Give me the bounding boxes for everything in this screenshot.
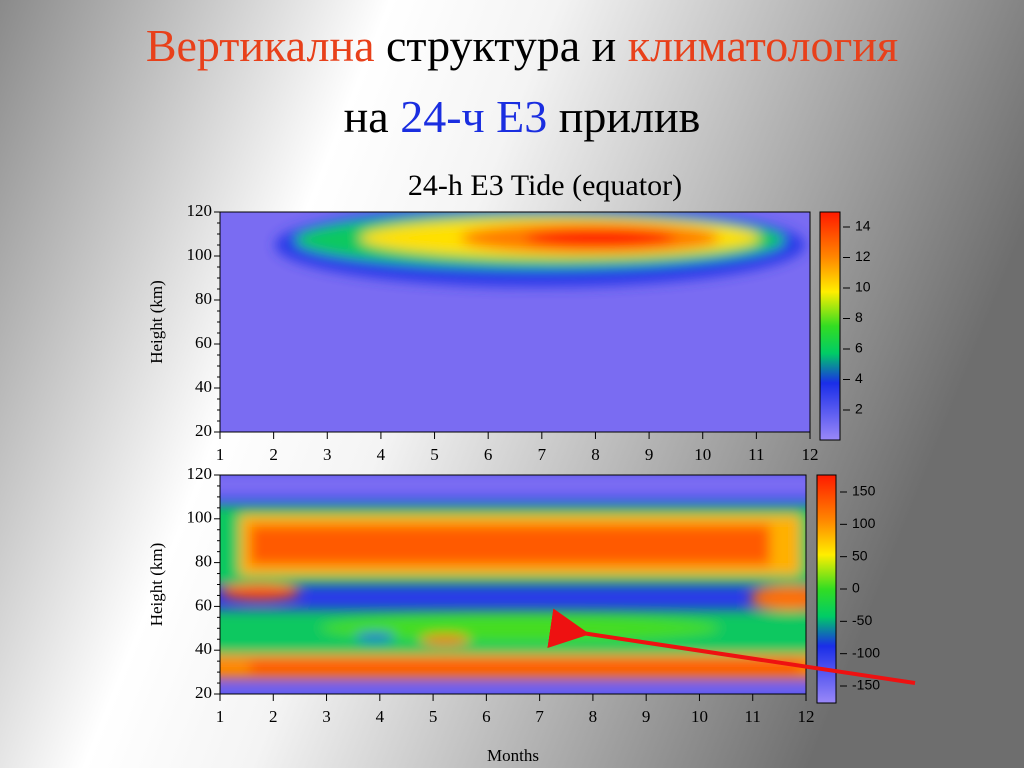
title-part: Вертикална	[146, 20, 375, 71]
x-tick-label: 10	[691, 707, 708, 726]
y-tick-label: 40	[195, 639, 212, 658]
x-tick-label: 8	[591, 445, 600, 464]
colorbar-tick-label: -50	[852, 612, 872, 628]
colorbar-tick-label: 100	[852, 515, 876, 531]
y-tick-label: 120	[187, 464, 213, 483]
x-tick-label: 8	[589, 707, 598, 726]
colorbar-tick-label: 12	[855, 248, 871, 264]
y-tick-label: 20	[195, 421, 212, 440]
x-tick-label: 12	[798, 707, 815, 726]
title-line1: Вертикална структура и климатология	[146, 20, 898, 71]
x-tick-label: 5	[430, 445, 439, 464]
colorbar-tick-label: 0	[852, 580, 860, 596]
x-tick-label: 9	[642, 707, 651, 726]
x-tick-label: 3	[323, 445, 332, 464]
x-tick-label: 9	[645, 445, 654, 464]
colorbar-tick-label: 10	[855, 279, 871, 295]
y-tick-label: 60	[195, 333, 212, 352]
colorbar-tick-label: 4	[855, 370, 863, 386]
colorbar-tick-label: -100	[852, 644, 880, 660]
y-tick-label: 80	[195, 289, 212, 308]
x-tick-label: 6	[484, 445, 493, 464]
subtitle: 24-h E3 Tide (equator)	[408, 169, 682, 202]
colorbar-tick-label: 8	[855, 309, 863, 325]
colorbar-tick-label: -150	[852, 677, 880, 693]
y-tick-label: 120	[187, 201, 213, 220]
title-part: прилив	[547, 91, 700, 142]
title-part: климатология	[628, 20, 898, 71]
x-tick-label: 6	[482, 707, 491, 726]
x-tick-label: 5	[429, 707, 438, 726]
y-axis-label: Height (km)	[147, 543, 166, 627]
arrow	[547, 608, 916, 685]
x-tick-label: 10	[694, 445, 711, 464]
x-tick-label: 3	[322, 707, 331, 726]
y-tick-label: 60	[195, 595, 212, 614]
x-tick-label: 12	[802, 445, 819, 464]
colorbar-tick-label: 14	[855, 218, 871, 234]
y-tick-label: 20	[195, 683, 212, 702]
x-tick-label: 11	[748, 445, 764, 464]
y-tick-label: 40	[195, 377, 212, 396]
colorbar	[816, 474, 837, 704]
y-tick-label: 100	[187, 245, 213, 264]
x-tick-label: 2	[269, 445, 278, 464]
title-part: на	[344, 91, 401, 142]
y-tick-label: 100	[187, 508, 213, 527]
colorbar-tick-label: 50	[852, 547, 868, 563]
x-tick-label: 1	[216, 707, 225, 726]
x-tick-label: 4	[377, 445, 386, 464]
title-part: 24-ч E3	[400, 91, 547, 142]
x-tick-label: 7	[535, 707, 544, 726]
x-tick-label: 7	[538, 445, 547, 464]
x-tick-label: 1	[216, 445, 225, 464]
colorbar-tick-label: 6	[855, 340, 863, 356]
colorbar	[819, 211, 841, 441]
x-tick-label: 2	[269, 707, 278, 726]
y-tick-label: 80	[195, 552, 212, 571]
colorbar-tick-label: 2	[855, 401, 863, 417]
x-tick-label: 11	[745, 707, 761, 726]
y-axis-label: Height (km)	[147, 280, 166, 364]
x-axis-label: Months	[487, 746, 539, 765]
contour-plot	[220, 475, 806, 694]
x-tick-label: 4	[376, 707, 385, 726]
colorbar-tick-label: 150	[852, 483, 876, 499]
title-line2: на 24-ч E3 прилив	[344, 91, 701, 142]
contour-plot	[220, 212, 810, 432]
title-part: структура и	[375, 20, 628, 71]
